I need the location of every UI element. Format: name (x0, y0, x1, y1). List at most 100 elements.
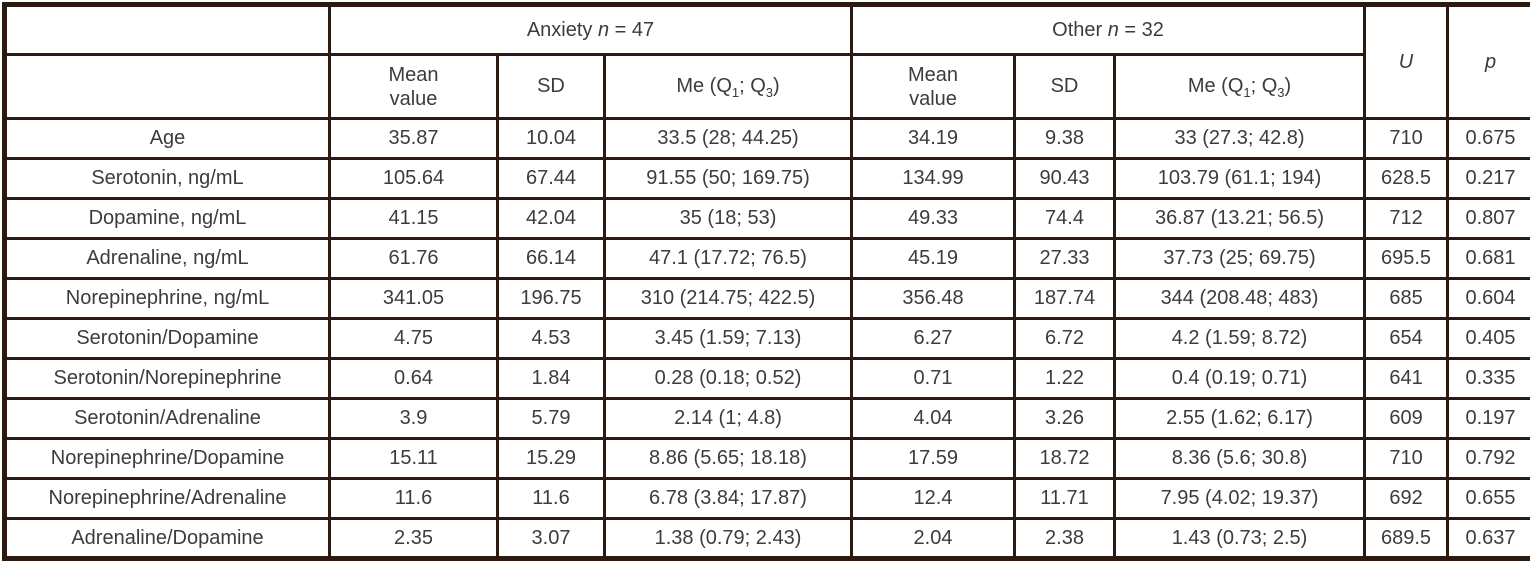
table-row: Serotonin, ng/mL 105.64 67.44 91.55 (50;… (3, 157, 1530, 200)
header-sd-other: SD (1013, 53, 1116, 120)
cell-mean-anxiety: 35.87 (328, 117, 499, 160)
cell-sd-anxiety: 42.04 (496, 197, 606, 240)
cell-mean-other: 6.27 (850, 317, 1016, 360)
cell-me-anxiety: 0.28 (0.18; 0.52) (603, 357, 853, 400)
cell-sd-anxiety: 11.6 (496, 477, 606, 520)
cell-u: 695.5 (1363, 237, 1450, 280)
header-empty-top (3, 3, 331, 56)
cell-me-other: 37.73 (25; 69.75) (1112, 237, 1367, 280)
table-row: Norepinephrine/Dopamine 15.11 15.29 8.86… (3, 437, 1530, 480)
header-me-other: Me (Q1; Q3) (1112, 53, 1367, 120)
header-u: U (1363, 3, 1450, 120)
cell-u: 641 (1363, 357, 1450, 400)
cell-sd-other: 187.74 (1013, 277, 1116, 320)
cell-me-other: 7.95 (4.02; 19.37) (1112, 477, 1367, 520)
cell-me-other: 344 (208.48; 483) (1112, 277, 1367, 320)
cell-p: 0.217 (1446, 157, 1530, 200)
cell-u: 685 (1363, 277, 1450, 320)
cell-sd-other: 6.72 (1013, 317, 1116, 360)
cell-sd-anxiety: 5.79 (496, 397, 606, 440)
header-sd-anxiety: SD (496, 53, 606, 120)
cell-p: 0.335 (1446, 357, 1530, 400)
header-mean-anxiety: Mean value (328, 53, 499, 120)
header-sub-row: Mean value SD Me (Q1; Q3) Mean value SD … (3, 53, 1530, 120)
cell-me-other: 1.43 (0.73; 2.5) (1112, 517, 1367, 560)
table-row: Norepinephrine, ng/mL 341.05 196.75 310 … (3, 277, 1530, 320)
header-me-anxiety: Me (Q1; Q3) (603, 53, 853, 120)
table-row: Adrenaline, ng/mL 61.76 66.14 47.1 (17.7… (3, 237, 1530, 280)
cell-me-other: 0.4 (0.19; 0.71) (1112, 357, 1367, 400)
cell-mean-anxiety: 341.05 (328, 277, 499, 320)
cell-mean-other: 356.48 (850, 277, 1016, 320)
cell-mean-other: 0.71 (850, 357, 1016, 400)
cell-p: 0.655 (1446, 477, 1530, 520)
cell-me-anxiety: 33.5 (28; 44.25) (603, 117, 853, 160)
cell-mean-anxiety: 0.64 (328, 357, 499, 400)
cell-p: 0.807 (1446, 197, 1530, 240)
cell-p: 0.675 (1446, 117, 1530, 160)
table-row: Dopamine, ng/mL 41.15 42.04 35 (18; 53) … (3, 197, 1530, 240)
cell-sd-other: 2.38 (1013, 517, 1116, 560)
cell-me-anxiety: 47.1 (17.72; 76.5) (603, 237, 853, 280)
row-label: Norepinephrine/Adrenaline (3, 477, 331, 520)
cell-mean-anxiety: 2.35 (328, 517, 499, 560)
cell-mean-other: 45.19 (850, 237, 1016, 280)
cell-sd-other: 3.26 (1013, 397, 1116, 440)
row-label: Serotonin/Norepinephrine (3, 357, 331, 400)
cell-me-anxiety: 310 (214.75; 422.5) (603, 277, 853, 320)
cell-sd-other: 18.72 (1013, 437, 1116, 480)
cell-mean-anxiety: 41.15 (328, 197, 499, 240)
table-row: Age 35.87 10.04 33.5 (28; 44.25) 34.19 9… (3, 117, 1530, 160)
cell-mean-anxiety: 105.64 (328, 157, 499, 200)
cell-me-other: 33 (27.3; 42.8) (1112, 117, 1367, 160)
cell-mean-anxiety: 4.75 (328, 317, 499, 360)
cell-me-other: 103.79 (61.1; 194) (1112, 157, 1367, 200)
cell-sd-anxiety: 3.07 (496, 517, 606, 560)
header-p: p (1446, 3, 1530, 120)
cell-u: 712 (1363, 197, 1450, 240)
cell-sd-other: 1.22 (1013, 357, 1116, 400)
cell-me-other: 4.2 (1.59; 8.72) (1112, 317, 1367, 360)
cell-mean-anxiety: 61.76 (328, 237, 499, 280)
cell-mean-other: 17.59 (850, 437, 1016, 480)
cell-p: 0.637 (1446, 517, 1530, 560)
cell-sd-anxiety: 196.75 (496, 277, 606, 320)
cell-me-other: 2.55 (1.62; 6.17) (1112, 397, 1367, 440)
cell-sd-anxiety: 15.29 (496, 437, 606, 480)
table-row: Serotonin/Dopamine 4.75 4.53 3.45 (1.59;… (3, 317, 1530, 360)
cell-mean-anxiety: 11.6 (328, 477, 499, 520)
cell-sd-anxiety: 4.53 (496, 317, 606, 360)
cell-mean-anxiety: 3.9 (328, 397, 499, 440)
row-label: Adrenaline/Dopamine (3, 517, 331, 560)
cell-mean-other: 2.04 (850, 517, 1016, 560)
cell-sd-anxiety: 67.44 (496, 157, 606, 200)
row-label: Serotonin, ng/mL (3, 157, 331, 200)
cell-u: 710 (1363, 437, 1450, 480)
cell-mean-anxiety: 15.11 (328, 437, 499, 480)
cell-sd-other: 90.43 (1013, 157, 1116, 200)
cell-sd-anxiety: 1.84 (496, 357, 606, 400)
cell-u: 710 (1363, 117, 1450, 160)
cell-mean-other: 49.33 (850, 197, 1016, 240)
cell-p: 0.197 (1446, 397, 1530, 440)
header-group-row: Anxiety n = 47 Other n = 32 U p (3, 3, 1530, 120)
cell-u: 628.5 (1363, 157, 1450, 200)
cell-u: 689.5 (1363, 517, 1450, 560)
cell-sd-other: 27.33 (1013, 237, 1116, 280)
cell-sd-anxiety: 66.14 (496, 237, 606, 280)
row-label: Serotonin/Adrenaline (3, 397, 331, 440)
cell-mean-other: 134.99 (850, 157, 1016, 200)
header-mean-other: Mean value (850, 53, 1016, 120)
cell-me-anxiety: 91.55 (50; 169.75) (603, 157, 853, 200)
row-label: Norepinephrine/Dopamine (3, 437, 331, 480)
table-row: Adrenaline/Dopamine 2.35 3.07 1.38 (0.79… (3, 517, 1530, 560)
cell-p: 0.405 (1446, 317, 1530, 360)
cell-sd-other: 11.71 (1013, 477, 1116, 520)
header-group-other: Other n = 32 (849, 3, 1367, 56)
row-label: Age (3, 117, 331, 160)
cell-me-anxiety: 2.14 (1; 4.8) (603, 397, 853, 440)
cell-me-anxiety: 8.86 (5.65; 18.18) (603, 437, 853, 480)
row-label: Serotonin/Dopamine (3, 317, 331, 360)
table-row: Serotonin/Norepinephrine 0.64 1.84 0.28 … (3, 357, 1530, 400)
